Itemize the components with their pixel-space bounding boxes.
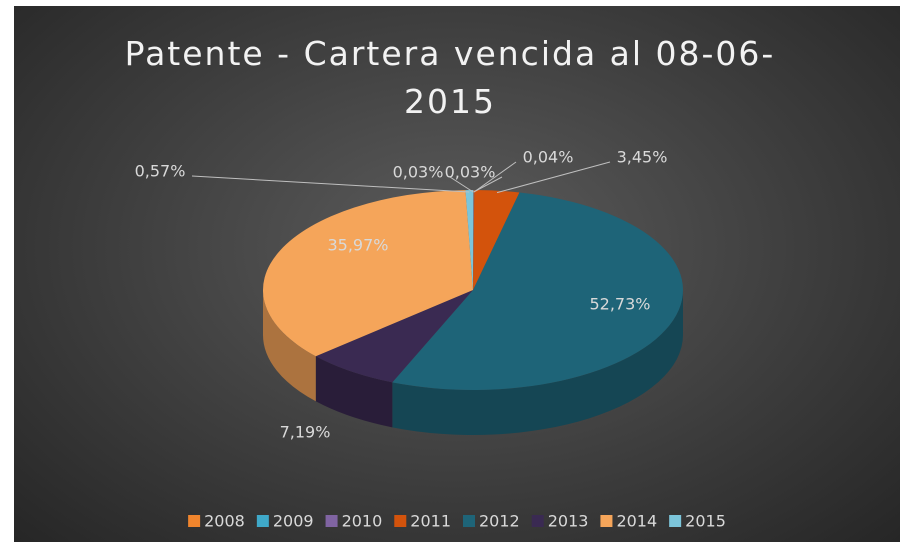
data-label: 35,97%: [327, 236, 388, 255]
legend-label: 2011: [410, 512, 451, 531]
legend-label: 2008: [204, 512, 245, 531]
legend-label: 2012: [479, 512, 520, 531]
data-label: 0,57%: [135, 162, 186, 181]
pie-slice: [473, 190, 475, 290]
data-label: 0,03%: [393, 163, 444, 182]
data-label: 7,19%: [280, 423, 331, 442]
legend-label: 2009: [273, 512, 314, 531]
legend-swatch: [394, 515, 407, 527]
legend-swatch: [463, 515, 475, 527]
pie-slice: [392, 192, 683, 390]
data-label: 0,03%: [445, 163, 496, 182]
pie-slice: [473, 190, 520, 290]
legend-label: 2014: [616, 512, 657, 531]
leader-line: [496, 161, 611, 194]
pie-slice: [263, 190, 473, 357]
pie-side: [263, 290, 316, 402]
legend-swatch: [600, 515, 613, 527]
pie-slice: [315, 290, 473, 383]
leader-line: [191, 175, 470, 193]
data-label: 3,45%: [617, 148, 668, 167]
pie-side: [315, 356, 393, 428]
leader-line: [449, 176, 474, 193]
pie-slice: [465, 190, 473, 290]
pie-side: [392, 290, 683, 436]
data-label: 52,73%: [589, 295, 650, 314]
pie-slice: [473, 190, 474, 290]
legend-swatch: [325, 515, 338, 527]
legend-label: 2010: [342, 512, 383, 531]
leader-line: [473, 161, 517, 193]
legend-swatch: [256, 515, 269, 527]
legend-swatch: [188, 515, 201, 527]
legend-label: 2015: [685, 512, 726, 531]
chart-title: Patente - Cartera vencida al 08-06-2015: [124, 34, 776, 121]
legend-swatch: [669, 515, 682, 527]
legend-label: 2013: [548, 512, 589, 531]
legend-swatch: [531, 515, 544, 527]
data-label: 0,04%: [523, 148, 574, 167]
